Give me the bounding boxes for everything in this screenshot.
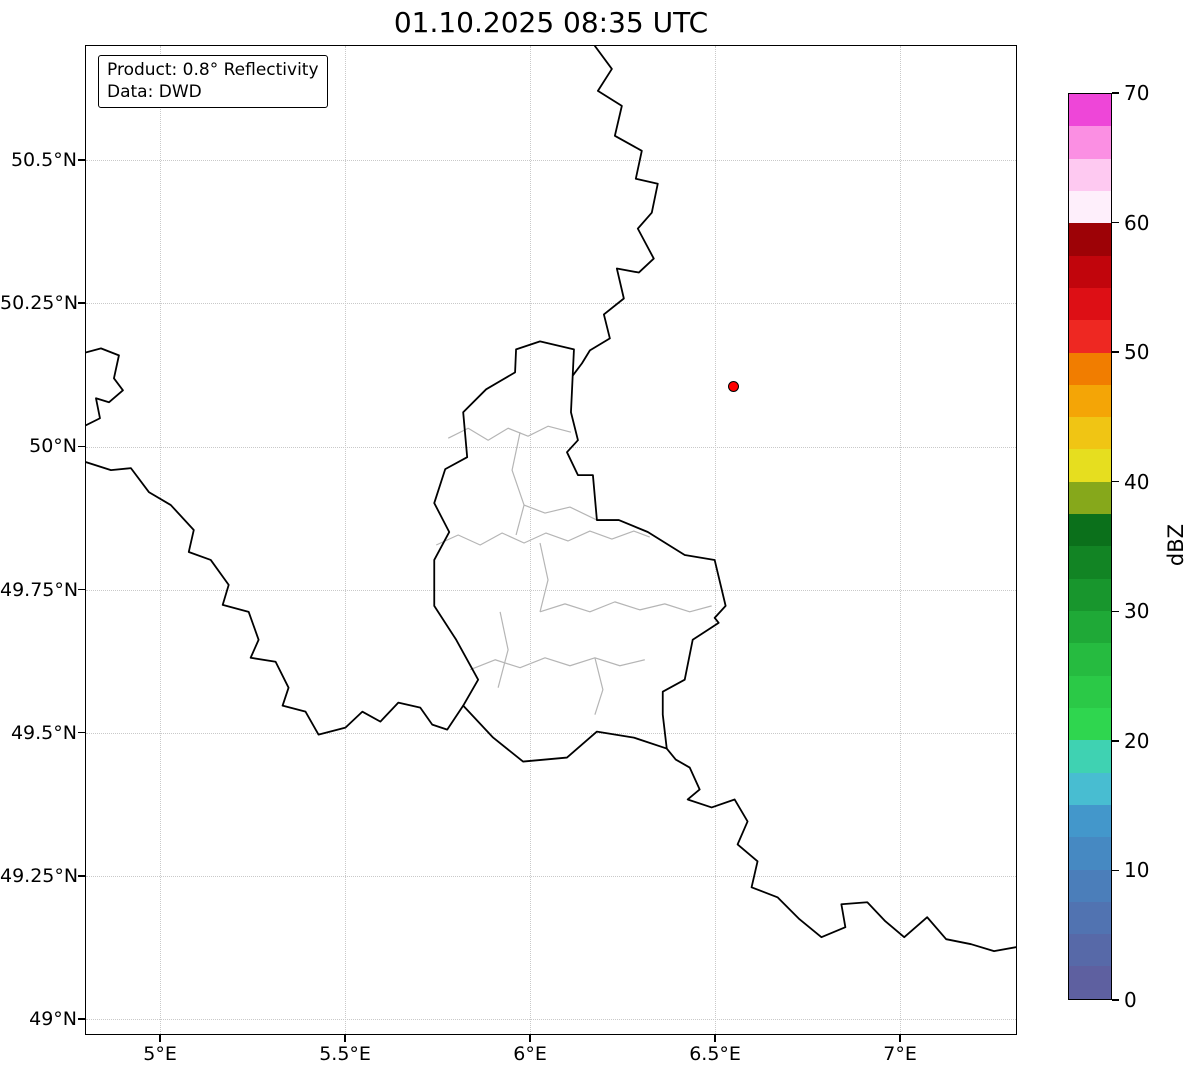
colorbar-segment <box>1069 869 1111 902</box>
colorbar-segment <box>1069 190 1111 224</box>
grid-line-lat <box>86 160 1016 162</box>
colorbar-segment <box>1069 901 1111 935</box>
grid-line-lat <box>86 446 1016 448</box>
colorbar-segment <box>1069 449 1111 482</box>
colorbar-segment <box>1069 320 1111 353</box>
colorbar-tick-label: 50 <box>1124 340 1150 365</box>
colorbar-segment <box>1069 611 1111 644</box>
lat-tick-mark <box>78 159 85 161</box>
lat-tick-label: 49.5°N <box>10 721 77 744</box>
lon-tick-mark <box>159 1035 161 1042</box>
canton-borders <box>435 425 712 715</box>
grid-line-lon <box>715 46 717 1034</box>
colorbar-tick-label: 20 <box>1124 728 1150 753</box>
colorbar-tick-mark <box>1112 221 1119 224</box>
map-plot-area: Product: 0.8° Reflectivity Data: DWD <box>85 45 1017 1035</box>
colorbar-segment <box>1069 934 1111 967</box>
colorbar-tick-label: 0 <box>1124 988 1137 1012</box>
grid-line-lat <box>86 1019 1016 1021</box>
colorbar <box>1068 93 1112 1000</box>
colorbar-segment <box>1069 707 1111 741</box>
grid-line-lat <box>86 303 1016 305</box>
colorbar-tick-label: 40 <box>1124 469 1150 494</box>
belgium-germany-border <box>572 46 659 377</box>
lat-tick-mark <box>78 445 85 448</box>
colorbar-tick-mark <box>1112 92 1119 94</box>
colorbar-segment <box>1069 417 1111 450</box>
lon-tick-label: 6.5°E <box>689 1043 741 1065</box>
colorbar-segment <box>1069 287 1111 321</box>
figure-title: 01.10.2025 08:35 UTC <box>393 6 709 39</box>
grid-line-lon <box>160 46 162 1034</box>
lon-tick-mark <box>529 1035 531 1042</box>
colorbar-label: dBZ <box>1164 523 1188 567</box>
colorbar-segment <box>1069 126 1111 159</box>
lat-tick-label: 50.25°N <box>0 292 79 315</box>
colorbar-tick-label: 10 <box>1124 858 1150 883</box>
colorbar-tick-label: 70 <box>1124 81 1150 105</box>
colorbar-tick-label: 60 <box>1124 210 1150 235</box>
lon-tick-mark <box>899 1035 901 1042</box>
colorbar-segment <box>1069 643 1111 676</box>
lat-tick-label: 50°N <box>29 435 77 458</box>
product-line: Product: 0.8° Reflectivity <box>107 60 319 80</box>
product-info-box: Product: 0.8° Reflectivity Data: DWD <box>98 55 328 109</box>
lon-tick-label: 5°E <box>143 1043 177 1065</box>
grid-line-lon <box>900 46 902 1034</box>
grid-line-lat <box>86 876 1016 878</box>
lat-tick-label: 49.75°N <box>0 578 79 601</box>
colorbar-segment <box>1069 352 1111 385</box>
luxembourg-border <box>433 340 727 763</box>
lat-tick-mark <box>78 588 85 591</box>
lat-tick-mark <box>78 731 85 734</box>
lon-tick-label: 7°E <box>883 1043 917 1065</box>
lon-tick-label: 6°E <box>513 1043 547 1065</box>
colorbar-segment <box>1069 966 1111 999</box>
lon-tick-label: 5.5°E <box>319 1043 371 1065</box>
colorbar-tick-mark <box>1112 869 1119 872</box>
colorbar-segment <box>1069 740 1111 773</box>
colorbar-segment <box>1069 94 1111 127</box>
data-source-line: Data: DWD <box>107 82 202 103</box>
radar-site-marker <box>728 380 740 392</box>
colorbar-tick-mark <box>1112 740 1119 742</box>
lat-tick-label: 49°N <box>29 1007 77 1030</box>
colorbar-tick-mark <box>1112 999 1119 1001</box>
colorbar-tick-mark <box>1112 610 1119 613</box>
lat-tick-mark <box>78 1018 85 1020</box>
colorbar-tick-label: 30 <box>1124 599 1150 624</box>
colorbar-segment <box>1069 837 1111 870</box>
lat-tick-label: 50.5°N <box>10 149 77 172</box>
lat-tick-mark <box>78 875 85 877</box>
country-borders-map <box>86 46 1016 953</box>
colorbar-tick-mark <box>1112 351 1119 353</box>
colorbar-segment <box>1069 804 1111 838</box>
colorbar-segment <box>1069 578 1111 611</box>
colorbar-segment <box>1069 546 1111 579</box>
colorbar-segment <box>1069 255 1111 288</box>
colorbar-segment <box>1069 223 1111 256</box>
lon-tick-mark <box>714 1035 716 1042</box>
lat-tick-mark <box>78 302 85 304</box>
grid-line-lat <box>86 589 1016 591</box>
lat-tick-label: 49.25°N <box>0 864 79 887</box>
colorbar-segment <box>1069 675 1111 708</box>
belgium-france-border <box>86 461 465 736</box>
france-germany-border <box>665 747 1016 953</box>
grid-line-lat <box>86 732 1016 734</box>
colorbar-segment <box>1069 158 1111 191</box>
givet-salient-border <box>86 347 124 427</box>
colorbar-tick-mark <box>1112 480 1119 483</box>
colorbar-segment <box>1069 514 1111 547</box>
colorbar-segment <box>1069 481 1111 515</box>
colorbar-segment <box>1069 384 1111 418</box>
lon-tick-mark <box>344 1035 346 1042</box>
grid-line-lon <box>345 46 347 1034</box>
colorbar-segment <box>1069 772 1111 805</box>
